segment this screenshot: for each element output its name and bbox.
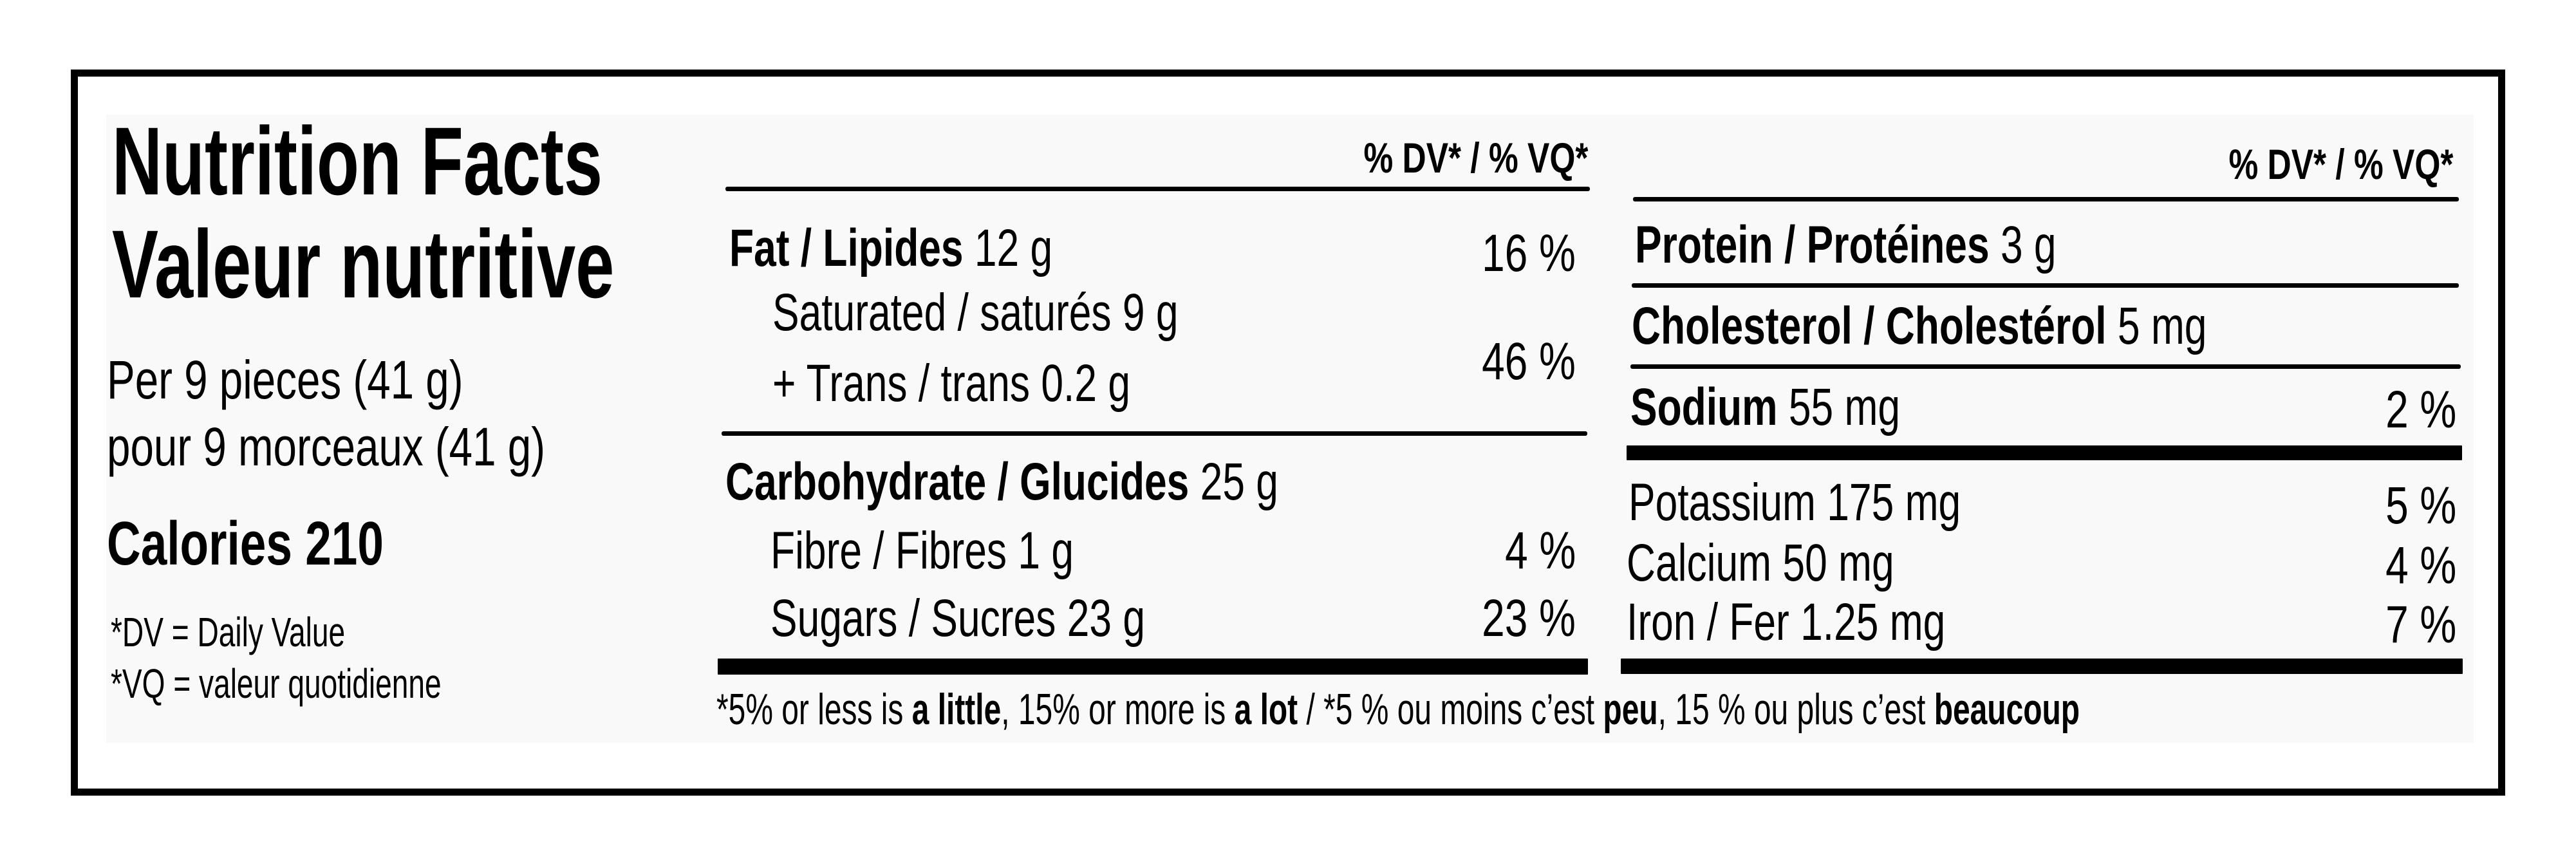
rule-thick bbox=[718, 659, 1588, 675]
dv-header: % DV* / % VQ* bbox=[2228, 140, 2453, 188]
nutrient-row-fat: Fat / Lipides 12 g bbox=[729, 219, 1053, 277]
asterisk-icon: * bbox=[111, 609, 122, 655]
dv-footnote: *5% or less is a little, 15% or more is … bbox=[716, 685, 2080, 734]
calories-label: Calories bbox=[107, 509, 292, 578]
nutrient-row-protein: Protein / Protéines 3 g bbox=[1635, 216, 2057, 274]
dv-header: % DV* / % VQ* bbox=[1363, 134, 1588, 182]
dv-iron: 7 % bbox=[2385, 595, 2456, 654]
nutrient-row-saturated: Saturated / saturés 9 g bbox=[772, 283, 1179, 342]
dv-saturated-trans: 46 % bbox=[1482, 332, 1576, 391]
rule-thin bbox=[1630, 364, 2461, 369]
rule-thick bbox=[1627, 445, 2462, 460]
rule-thick bbox=[1621, 659, 2463, 674]
nutrient-row-carbohydrate: Carbohydrate / Glucides 25 g bbox=[725, 453, 1278, 511]
nutrient-row-iron: Iron / Fer 1.25 mg bbox=[1627, 593, 1946, 651]
calories: Calories 210 bbox=[107, 513, 384, 575]
dv-fat: 16 % bbox=[1482, 224, 1576, 283]
title-english: Nutrition Facts bbox=[112, 107, 603, 215]
asterisk-icon: * bbox=[111, 660, 122, 707]
calories-value: 210 bbox=[305, 509, 384, 578]
nutrient-row-sodium: Sodium 55 mg bbox=[1630, 378, 1901, 436]
rule-thin bbox=[1632, 283, 2459, 288]
dv-sodium: 2 % bbox=[2385, 380, 2456, 439]
rule-thin bbox=[725, 187, 1590, 191]
nutrition-label-panel bbox=[106, 115, 2474, 743]
nutrient-row-calcium: Calcium 50 mg bbox=[1627, 534, 1894, 592]
dv-calcium: 4 % bbox=[2385, 536, 2456, 595]
nutrient-row-fibre: Fibre / Fibres 1 g bbox=[770, 521, 1074, 580]
nutrient-row-trans: + Trans / trans 0.2 g bbox=[772, 354, 1131, 413]
title-french: Valeur nutritive bbox=[112, 210, 615, 318]
nutrient-row-cholesterol: Cholesterol / Cholestérol 5 mg bbox=[1632, 297, 2207, 355]
nutrient-row-potassium: Potassium 175 mg bbox=[1629, 473, 1961, 532]
dv-sugars: 23 % bbox=[1482, 589, 1576, 648]
serving-size-french: pour 9 morceaux (41 g) bbox=[107, 416, 546, 477]
legend-vq: *VQ = valeur quotidienne bbox=[111, 660, 442, 707]
legend-dv: *DV = Daily Value bbox=[111, 609, 346, 655]
dv-potassium: 5 % bbox=[2385, 476, 2456, 535]
serving-size-english: Per 9 pieces (41 g) bbox=[107, 350, 463, 410]
nutrient-row-sugars: Sugars / Sucres 23 g bbox=[770, 589, 1145, 648]
rule-thin bbox=[722, 431, 1587, 436]
dv-fibre: 4 % bbox=[1504, 521, 1576, 580]
rule-thin bbox=[1633, 197, 2459, 201]
